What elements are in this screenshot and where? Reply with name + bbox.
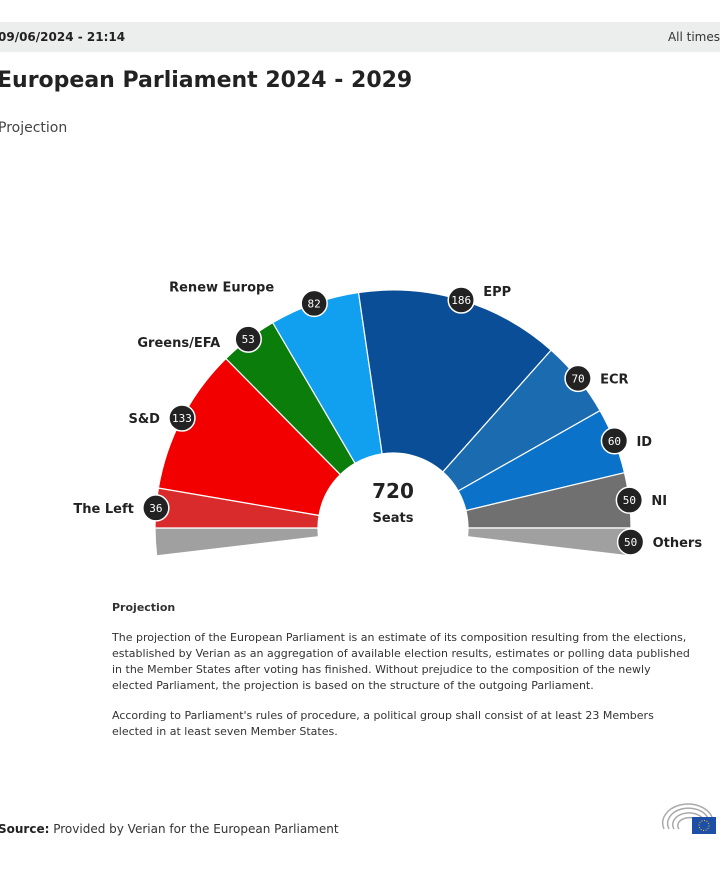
timezone-note: All times: [667, 30, 720, 44]
seat-badge: [168, 404, 196, 432]
projection-note: Projection The projection of the Europea…: [112, 600, 692, 754]
total-seats: 720: [372, 479, 414, 503]
seat-count-label: 82: [308, 297, 321, 310]
seat-count-label: 50: [623, 494, 636, 507]
party-label: The Left: [73, 502, 133, 517]
parliament-chart: 720 Seats 36 The Left 133 S&D 53 Greens/EFA 82…: [73, 280, 703, 557]
party-label: Others: [653, 536, 703, 551]
source-text: Provided by Verian for the European Parl…: [53, 822, 339, 836]
european-parliament-logo: [661, 803, 716, 834]
seat-badge: [615, 486, 644, 514]
top-bar: 09/06/2024 - 21:14 All times: [0, 22, 720, 52]
party-label: Greens/EFA: [137, 336, 220, 351]
note-paragraph-2: According to Parliament's rules of proce…: [112, 709, 654, 738]
seat-badge: [142, 494, 170, 522]
seat-count-label: 36: [149, 502, 162, 515]
page-title: European Parliament 2024 - 2029: [0, 68, 413, 93]
seat-count-label: 186: [451, 294, 471, 307]
party-label: S&D: [128, 412, 160, 427]
party-label: NI: [651, 494, 667, 509]
party-label: ECR: [600, 372, 628, 387]
seat-badge: [234, 325, 262, 353]
note-paragraph-1: The projection of the European Parliamen…: [112, 631, 690, 692]
note-heading: Projection: [112, 601, 176, 614]
timestamp: 09/06/2024 - 21:14: [0, 30, 126, 44]
seat-badge: [616, 528, 645, 556]
party-label: Renew Europe: [169, 280, 274, 295]
seat-badge: [447, 286, 475, 314]
seat-count-label: 60: [608, 435, 621, 448]
subtitle: Projection: [0, 120, 68, 136]
party-label: ID: [636, 435, 652, 450]
seat-badge: [564, 364, 592, 393]
seat-count-label: 50: [624, 536, 637, 549]
total-seats-label: Seats: [373, 511, 414, 526]
slice-others-left: [154, 527, 320, 557]
source: Source: Provided by Verian for the Europ…: [0, 822, 339, 836]
seat-badge: [300, 289, 328, 318]
source-label: Source:: [0, 822, 50, 836]
seat-count-label: 53: [242, 333, 255, 346]
seat-badge: [600, 427, 629, 455]
party-label: EPP: [483, 285, 511, 300]
seat-count-label: 133: [172, 412, 192, 425]
slice-others-right: [466, 527, 632, 557]
seat-count-label: 70: [571, 372, 584, 385]
